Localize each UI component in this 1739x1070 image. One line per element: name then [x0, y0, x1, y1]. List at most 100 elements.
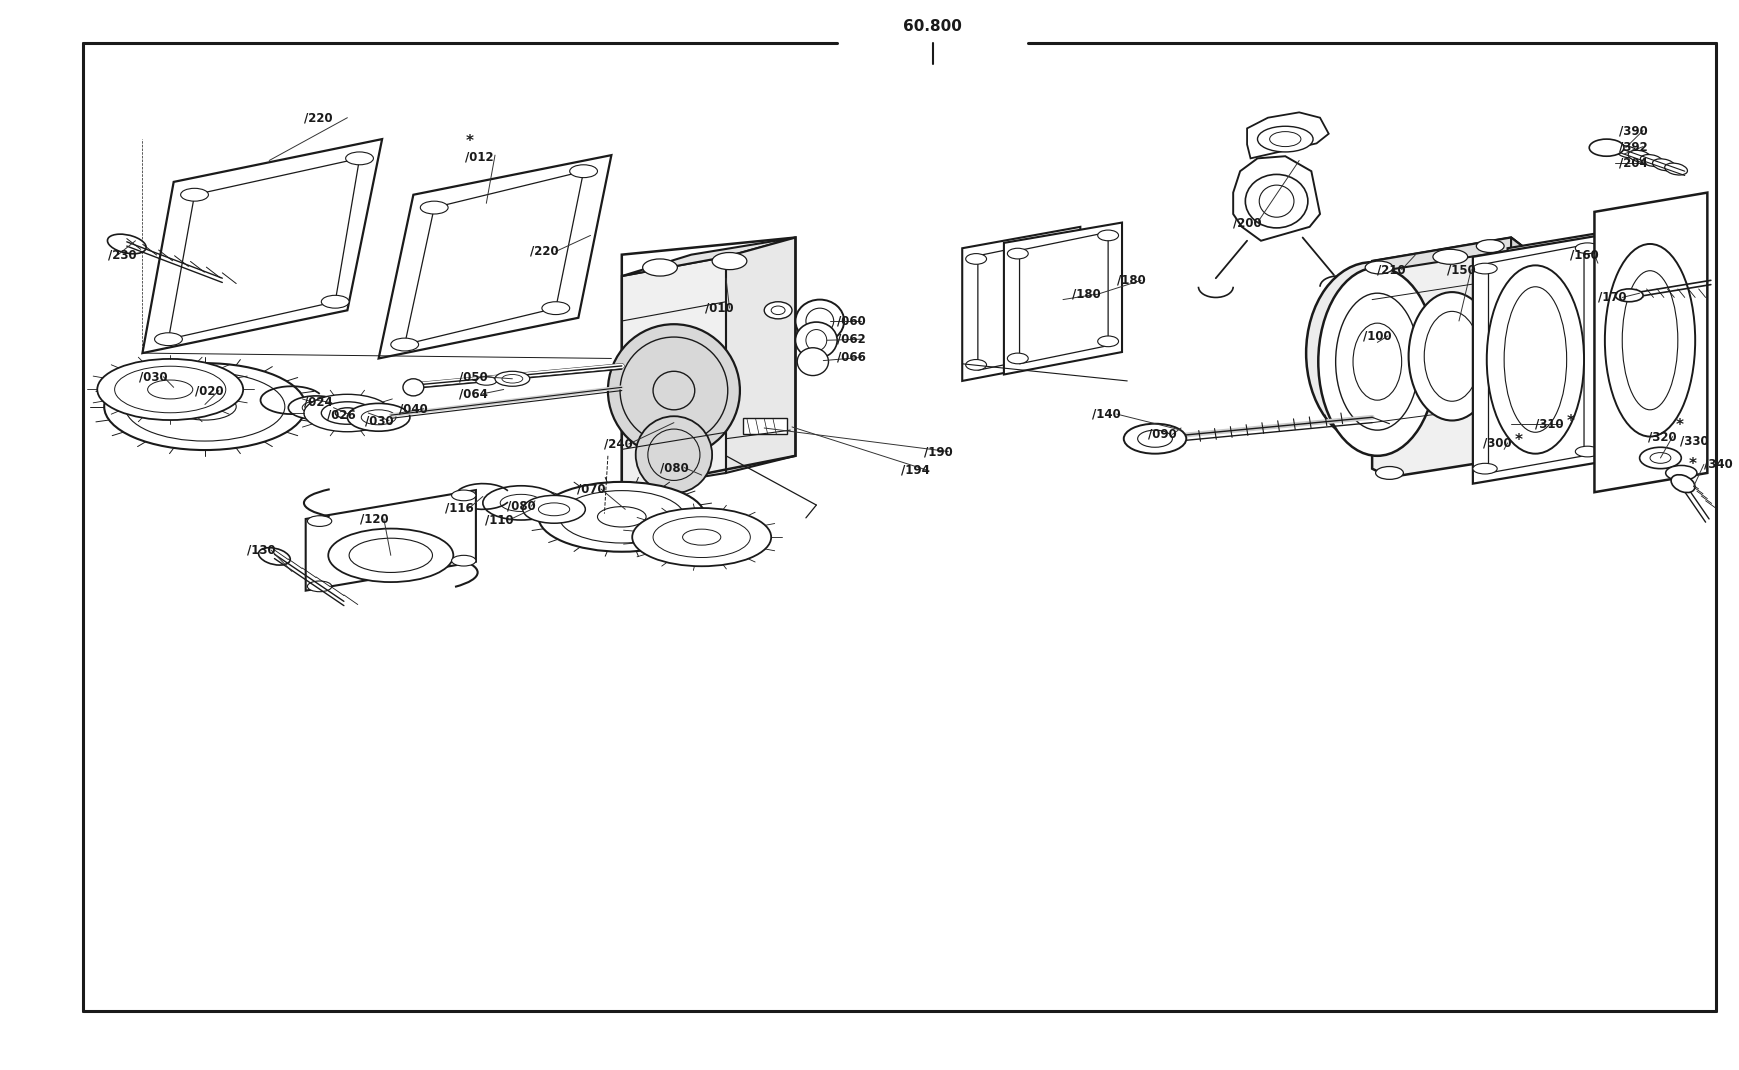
Ellipse shape — [476, 377, 496, 385]
Ellipse shape — [174, 393, 237, 421]
Ellipse shape — [1475, 289, 1562, 417]
Ellipse shape — [1306, 262, 1438, 444]
Text: /040: /040 — [400, 402, 428, 415]
Ellipse shape — [1640, 154, 1662, 167]
Text: /390: /390 — [1617, 124, 1647, 137]
Ellipse shape — [607, 324, 739, 457]
Text: /310: /310 — [1534, 417, 1563, 430]
Polygon shape — [1372, 238, 1523, 477]
Ellipse shape — [1610, 235, 1635, 246]
Ellipse shape — [635, 416, 711, 493]
Ellipse shape — [97, 358, 243, 421]
Ellipse shape — [336, 408, 360, 418]
Bar — [743, 418, 786, 434]
Polygon shape — [1372, 238, 1523, 270]
Text: *: * — [1513, 433, 1522, 448]
Ellipse shape — [348, 403, 410, 431]
Ellipse shape — [522, 495, 584, 523]
Text: /320: /320 — [1647, 430, 1676, 443]
Ellipse shape — [1638, 447, 1680, 469]
Ellipse shape — [1522, 257, 1619, 445]
Text: /220: /220 — [304, 111, 332, 124]
Polygon shape — [1509, 238, 1523, 456]
Ellipse shape — [1057, 342, 1078, 353]
Ellipse shape — [1664, 465, 1696, 480]
Ellipse shape — [558, 491, 683, 542]
Ellipse shape — [1376, 467, 1403, 479]
Ellipse shape — [1007, 248, 1028, 259]
Text: /026: /026 — [327, 409, 355, 422]
Text: /010: /010 — [704, 302, 734, 315]
Ellipse shape — [1664, 163, 1687, 175]
Text: /190: /190 — [923, 445, 953, 458]
Ellipse shape — [155, 333, 183, 346]
Polygon shape — [1003, 223, 1122, 374]
Ellipse shape — [1603, 244, 1694, 437]
Ellipse shape — [1097, 336, 1118, 347]
Text: /120: /120 — [360, 513, 388, 525]
Ellipse shape — [1123, 424, 1186, 454]
Ellipse shape — [1610, 437, 1635, 447]
Ellipse shape — [1603, 141, 1626, 154]
Text: /204: /204 — [1617, 156, 1647, 169]
Text: /070: /070 — [576, 483, 605, 495]
Ellipse shape — [1496, 443, 1523, 456]
Ellipse shape — [421, 201, 449, 214]
Text: /080: /080 — [659, 461, 689, 474]
Ellipse shape — [795, 322, 836, 358]
Text: /062: /062 — [836, 333, 866, 346]
Polygon shape — [1233, 156, 1320, 241]
Text: /240: /240 — [603, 438, 633, 450]
Text: /180: /180 — [1116, 274, 1144, 287]
Text: /194: /194 — [901, 463, 930, 476]
Ellipse shape — [1574, 243, 1598, 254]
Ellipse shape — [1318, 268, 1436, 456]
Text: *: * — [466, 134, 473, 149]
Ellipse shape — [1409, 292, 1494, 421]
Ellipse shape — [346, 152, 374, 165]
Ellipse shape — [569, 165, 596, 178]
Ellipse shape — [795, 300, 843, 342]
Text: /140: /140 — [1092, 408, 1120, 421]
Ellipse shape — [596, 506, 645, 528]
Ellipse shape — [494, 371, 529, 386]
Text: /392: /392 — [1617, 140, 1647, 153]
Polygon shape — [1247, 112, 1329, 158]
Polygon shape — [621, 257, 725, 490]
Ellipse shape — [452, 555, 476, 566]
Text: /170: /170 — [1596, 291, 1626, 304]
Ellipse shape — [1471, 263, 1496, 274]
Text: /220: /220 — [529, 245, 558, 258]
Polygon shape — [725, 238, 795, 473]
Text: /130: /130 — [247, 544, 275, 556]
Ellipse shape — [329, 529, 454, 582]
Ellipse shape — [1257, 126, 1313, 152]
Text: /150: /150 — [1447, 263, 1475, 276]
Text: /160: /160 — [1569, 248, 1598, 261]
Ellipse shape — [115, 366, 226, 413]
Ellipse shape — [104, 363, 306, 450]
Ellipse shape — [1057, 235, 1078, 246]
Ellipse shape — [1471, 463, 1496, 474]
Ellipse shape — [259, 548, 290, 565]
Polygon shape — [1506, 227, 1635, 475]
Ellipse shape — [322, 295, 350, 308]
Polygon shape — [379, 155, 610, 358]
Polygon shape — [1471, 235, 1598, 484]
Ellipse shape — [452, 490, 476, 501]
Ellipse shape — [304, 395, 391, 432]
Text: /090: /090 — [1148, 428, 1176, 441]
Ellipse shape — [1245, 174, 1308, 228]
Ellipse shape — [631, 508, 770, 566]
Text: /066: /066 — [836, 351, 866, 364]
Polygon shape — [306, 490, 476, 591]
Ellipse shape — [1365, 261, 1393, 274]
Ellipse shape — [403, 379, 424, 396]
Polygon shape — [621, 238, 795, 276]
Text: 60.800: 60.800 — [903, 19, 962, 34]
Ellipse shape — [483, 486, 558, 520]
Text: *: * — [1687, 457, 1696, 472]
Ellipse shape — [1508, 255, 1532, 265]
Ellipse shape — [308, 581, 332, 592]
Ellipse shape — [391, 338, 419, 351]
